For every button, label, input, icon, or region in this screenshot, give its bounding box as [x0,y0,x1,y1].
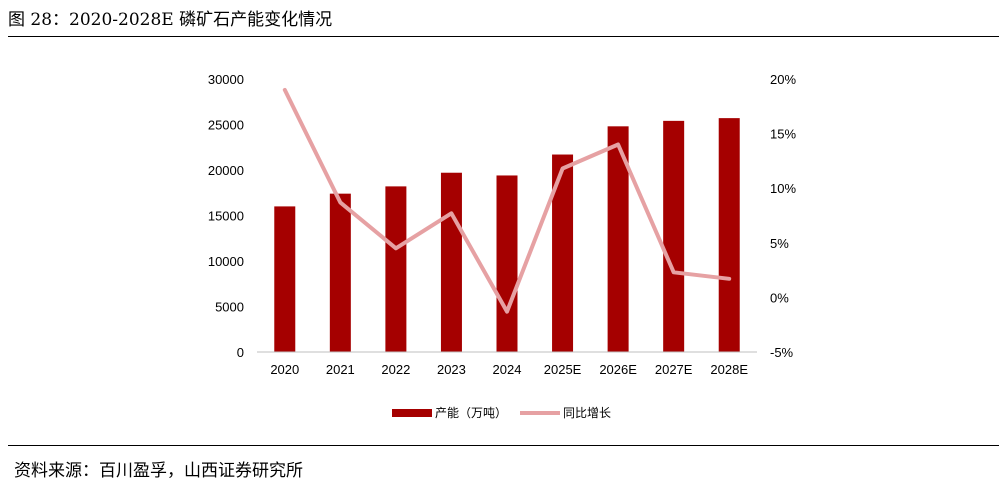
y-right-tick-label: -5% [770,345,794,360]
x-tick-label: 2021 [326,362,355,377]
bar-2021 [329,193,351,352]
page-title: 图 28：2020-2028E 磷矿石产能变化情况 [8,10,333,30]
x-tick-label: 2027E [655,362,693,377]
bar-2024 [496,175,518,352]
y-right-tick-label: 0% [770,290,789,305]
y-right-tick-label: 5% [770,236,789,251]
y-left-tick-label: 20000 [208,163,244,178]
y-axis-left-ticks: 0 5000 10000 15000 20000 25000 30000 [208,72,244,360]
y-left-tick-label: 5000 [215,300,244,315]
y-left-tick-label: 30000 [208,72,244,87]
bar-2020 [274,206,296,352]
x-tick-label: 2026E [599,362,637,377]
bar-2027E [663,120,685,352]
bar-series [274,118,740,352]
bar-2022 [385,186,407,352]
legend-bar-label: 产能（万吨） [435,406,507,420]
legend: 产能（万吨） 同比增长 [392,406,611,420]
y-right-tick-label: 10% [770,181,796,196]
bar-2023 [440,172,462,352]
x-tick-label: 2020 [270,362,299,377]
y-right-tick-label: 20% [770,72,796,87]
x-tick-label: 2022 [381,362,410,377]
y-left-tick-label: 0 [237,345,244,360]
source-note: 资料来源：百川盈孚，山西证券研究所 [14,461,303,481]
growth-line [282,87,732,314]
x-tick-label: 2023 [437,362,466,377]
x-axis-ticks: 2020 2021 2022 2023 2024 2025E 2026E 2027E 2028E [270,362,748,377]
chart: 0 5000 10000 15000 20000 25000 30000 -5% 0% 5% 10… [208,72,797,420]
bar-2025E [552,154,574,352]
y-left-tick-label: 15000 [208,209,244,224]
top-divider [8,36,999,37]
legend-line-label: 同比增长 [563,406,611,420]
x-tick-label: 2028E [710,362,748,377]
x-tick-label: 2024 [493,362,522,377]
y-axis-right-ticks: -5% 0% 5% 10% 15% 20% [770,72,796,360]
y-left-tick-label: 25000 [208,118,244,133]
x-tick-label: 2025E [544,362,582,377]
bar-2028E [718,118,740,352]
legend-bar-swatch [392,409,432,417]
bar-2026E [607,126,629,352]
bottom-divider [8,445,999,446]
y-right-tick-label: 15% [770,127,796,142]
y-left-tick-label: 10000 [208,254,244,269]
